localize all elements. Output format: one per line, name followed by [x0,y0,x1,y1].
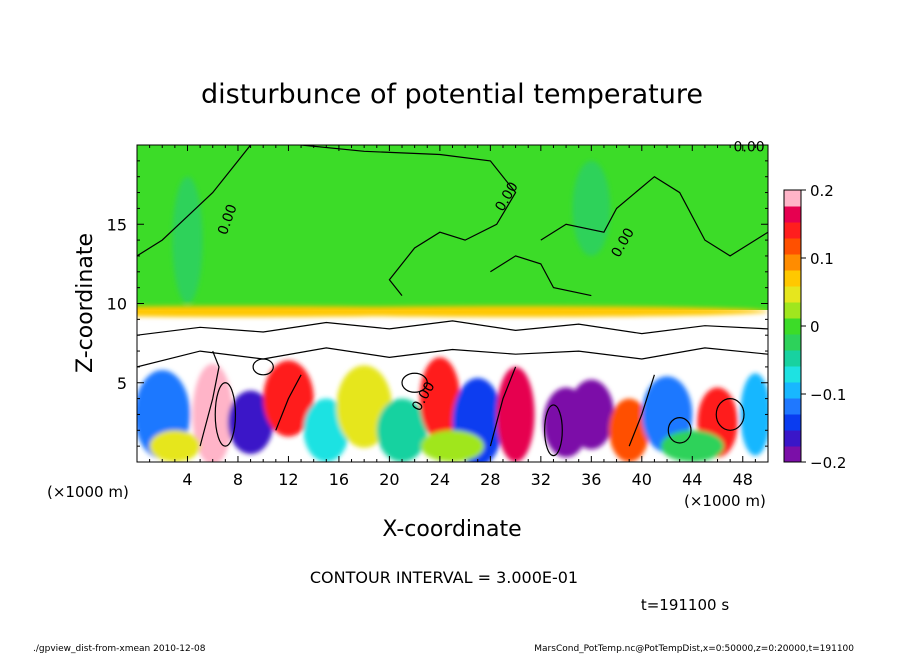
field-patch [740,373,768,456]
footer-left: ./gpview_dist-from-xmean 2010-12-08 [33,644,206,654]
field-patch [376,398,428,462]
contour-line [540,175,768,257]
colorbar-tick-label: 0.1 [810,250,834,268]
colorbar-segment [784,430,801,447]
x-tick-label: 8 [233,470,243,489]
contour-ring [214,382,237,447]
x-tick-label: 12 [278,470,298,489]
colorbar-segment [784,222,801,239]
colorbar-segment [784,398,801,415]
contour-line [490,255,592,297]
footer-right: MarsCond_PotTemp.nc@PotTempDist,x=0:5000… [534,644,854,654]
colorbar-segment [784,414,801,431]
contour-line [628,374,655,447]
contour-ring [715,398,745,431]
contour-line [137,347,768,368]
colorbar-tick-label: 0.2 [810,182,834,200]
field-patch [172,176,203,304]
colorbar-segment [784,254,801,271]
colorbar-tick-label: −0.2 [810,454,846,472]
field-patch [608,398,650,462]
field-patch [227,390,274,455]
y-tick-label: 15 [107,215,127,234]
contour-line [137,145,252,257]
x-tick-label: 36 [581,470,601,489]
colorbar-segment [784,334,801,351]
x-tick-label: 28 [480,470,500,489]
x-tick-label: 24 [430,470,450,489]
y-tick-label: 5 [117,374,127,393]
x-tick-label: 44 [682,470,702,489]
x-tick-label: 20 [379,470,399,489]
field-patch [263,305,768,317]
colorbar-segment [784,238,801,255]
contour-ring [401,372,428,393]
field-patch [419,357,461,440]
x-unit-left: (×1000 m) [47,483,129,501]
field-patch [660,430,724,462]
colorbar-segment [784,366,801,383]
y-axis-label: Z-coordinate [73,233,98,373]
y-tick-label: 10 [107,295,127,314]
x-unit-right: (×1000 m) [684,492,766,510]
contour-ring [544,404,563,457]
contour-interval-text: CONTOUR INTERVAL = 3.000E-01 [310,568,578,587]
colorbar-tick-label: −0.1 [810,386,846,404]
colorbar-segment [784,286,801,303]
colorbar-segment [784,302,801,319]
colorbar [784,190,801,463]
contour-line [301,145,517,296]
colorbar-segment [784,270,801,287]
x-tick-label: 48 [733,470,753,489]
contour-ring [252,358,274,376]
field-patch [568,379,615,450]
field-patch [149,430,201,462]
colorbar-segment [784,206,801,223]
colorbar-segment [784,350,801,367]
field-patch [496,366,535,462]
contour-line [275,374,302,431]
colorbar-segment [784,318,801,335]
x-tick-label: 32 [531,470,551,489]
heatmap-field [137,145,768,462]
colorbar-segment [784,382,801,399]
field-patch [420,430,485,462]
time-label: t=191100 s [641,596,729,614]
x-tick-label: 4 [182,470,192,489]
colorbar-tick-label: 0 [810,318,820,336]
colorbar-segment [784,446,801,463]
x-axis-label: X-coordinate [382,517,521,542]
contour-line [137,320,768,336]
contour-ring [667,417,692,444]
contour-line [199,350,220,447]
contour-label: 0.00 [733,139,764,155]
field-patch [572,160,611,256]
chart-title: disturbunce of potential temperature [201,79,703,110]
x-tick-label: 40 [632,470,652,489]
colorbar-segment [784,190,801,207]
contour-line [489,366,517,447]
x-tick-label: 16 [329,470,349,489]
